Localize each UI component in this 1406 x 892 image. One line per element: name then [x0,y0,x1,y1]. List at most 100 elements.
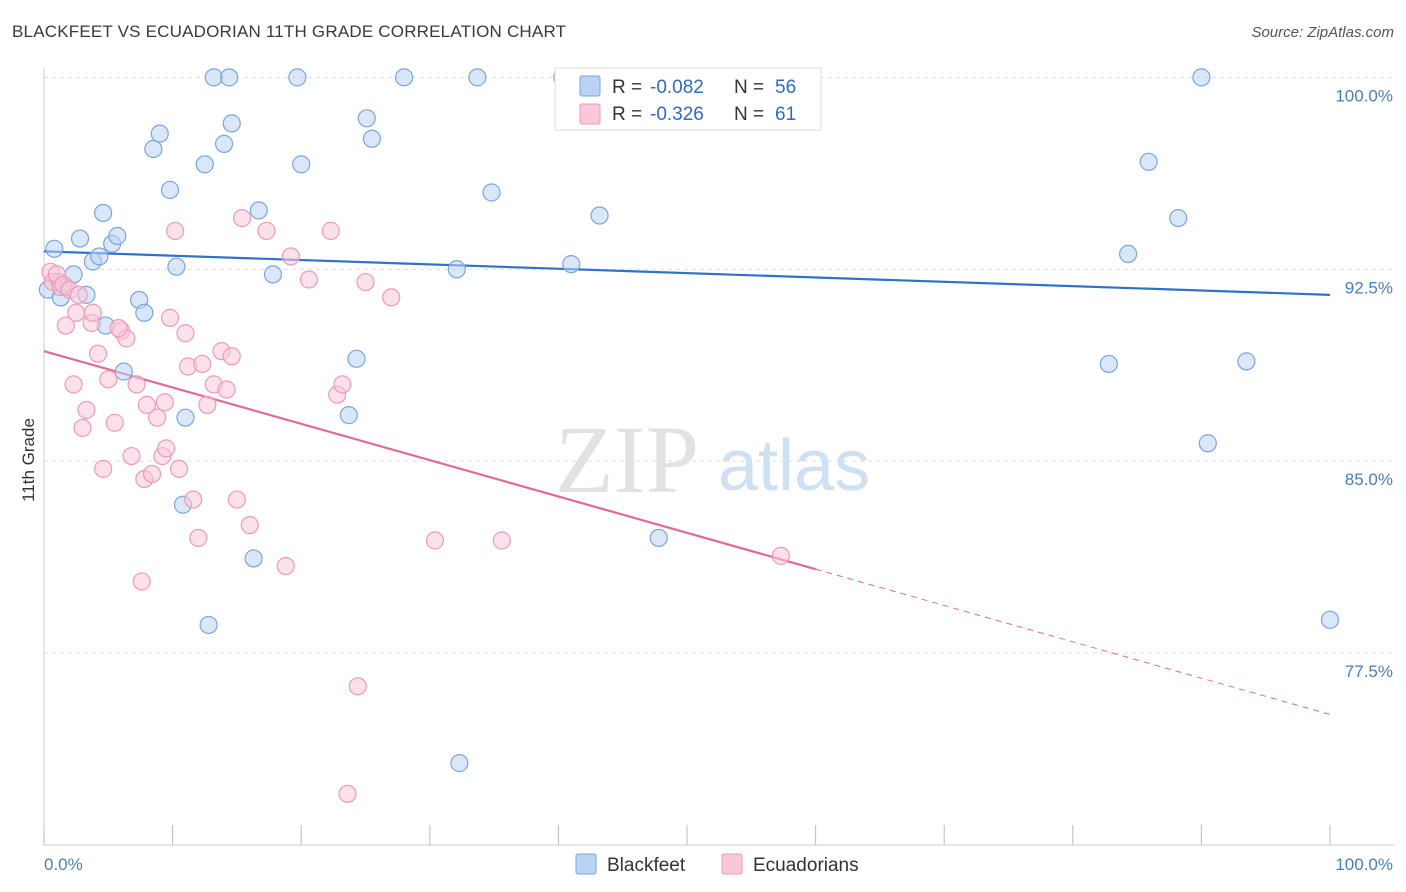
blackfeet-point [199,615,218,635]
blackfeet-point [160,180,180,200]
ecuadorians-point [83,303,102,322]
blackfeet-point [220,68,239,87]
blackfeet-point [45,239,64,258]
blackfeet-point [468,68,487,87]
ecuadorians-point [160,308,180,327]
blackfeet-point [1118,244,1138,264]
series-legend-swatch-ecuadorians [721,853,743,875]
blackfeet-point [447,260,466,279]
blackfeet-point [1099,354,1118,374]
ecuadorians-point [193,354,212,374]
y-tick-labels: 100.0% 92.5% 85.0% 77.5% [1335,86,1393,681]
legend-r-value: -0.082 [650,77,704,98]
correlation-legend: R = -0.082 N = 56 R = -0.326 N = 61 [554,67,822,131]
ecuadorians-point [132,572,151,591]
ecuadorians-point [88,344,108,363]
ecuadorians-point [155,393,174,412]
legend-n-value: 61 [775,104,796,125]
legend-n-value: 56 [775,77,796,98]
ecuadorians-point [217,380,236,399]
legend-r-label: R = [612,77,642,98]
ecuadorians-point [122,446,141,466]
ecuadorians-point [127,375,146,394]
blackfeet-point [288,68,307,87]
blackfeet-point [482,183,501,202]
legend-r-label: R = [612,104,642,125]
ecuadorians-point [222,347,241,366]
y-tick-label: 92.5% [1345,278,1393,297]
ecuadorians-point [157,439,176,458]
ecuadorians-point [142,464,162,484]
x-tick-labels: 0.0% 100.0% [44,855,1393,874]
blackfeet-point [167,257,186,276]
ecuadorians-point [232,208,252,228]
legend-n-label: N = [734,104,764,125]
ecuadorians-point [109,319,128,338]
blackfeet-point [195,155,214,174]
legend-r-value: -0.326 [650,104,704,125]
blackfeet-point [1320,610,1340,629]
watermark: ZIP atlas [555,406,870,513]
legend-swatch-blackfeet [579,75,601,97]
blackfeet-point [1192,68,1211,87]
ecuadorians-point [382,288,401,307]
blackfeet-point [244,549,263,568]
blackfeet-point [394,68,414,87]
trend-lines [43,250,1331,715]
legend-swatch-ecuadorians [579,103,601,125]
blackfeet-point [114,362,133,381]
ecuadorians-point [492,531,511,550]
watermark-atlas: atlas [718,426,870,506]
ecuadorians-point [189,528,208,548]
y-tick-label: 85.0% [1345,470,1393,489]
ecuadorians-point [198,395,217,414]
blackfeet-point [204,68,223,87]
blackfeet-point [249,201,268,220]
blackfeet-point [362,129,382,148]
ecuadorians-point [771,546,790,565]
blackfeet-point [339,406,358,425]
blackfeet-point [357,109,376,128]
y-tick-label: 77.5% [1345,662,1393,681]
ecuadorians-point [257,221,276,240]
ecuadorians-point [148,408,167,427]
ecuadorians-point [276,556,295,576]
ecuadorians-point [67,303,86,322]
ecuadorians-point [338,784,357,803]
blackfeet-point [562,255,581,274]
blackfeet-point [1139,152,1158,171]
series-legend: Blackfeet Ecuadorians [575,853,859,876]
ecuadorians-point [281,247,301,266]
ecuadorians-point [137,395,156,414]
watermark-zip: ZIP [555,406,699,513]
ecuadorians-point [184,490,203,509]
blackfeet-trend-line [43,250,1331,296]
blackfeet-point [1169,208,1188,228]
ecuadorians-point [77,400,96,420]
blackfeet-point [94,203,113,223]
chart-title: BLACKFEET VS ECUADORIAN 11TH GRADE CORRE… [12,22,567,41]
blackfeet-point [90,247,109,266]
axes [43,68,1394,846]
ecuadorians-point [69,285,88,304]
ecuadorians-point [169,459,189,478]
ecuadorians-point [348,677,367,696]
blackfeet-point [292,155,311,174]
ecuadorians-trend-extension [815,568,1331,715]
ecuadorians-point [227,490,246,509]
blackfeet-point [263,265,283,284]
series-legend-label-blackfeet: Blackfeet [607,855,686,876]
blackfeet-point [214,134,234,153]
series-legend-swatch-blackfeet [575,853,597,875]
y-tick-label: 100.0% [1335,86,1393,105]
y-axis-label: 11th Grade [19,418,38,502]
ecuadorians-point [99,370,118,389]
ecuadorians-point [333,375,352,394]
series-legend-label-ecuadorians: Ecuadorians [753,855,859,876]
ecuadorians-point [240,516,259,535]
ecuadorians-point [299,270,319,289]
blackfeet-point [590,206,609,225]
blackfeet-point [347,349,366,368]
legend-n-label: N = [734,77,764,98]
ecuadorians-point [94,459,113,478]
